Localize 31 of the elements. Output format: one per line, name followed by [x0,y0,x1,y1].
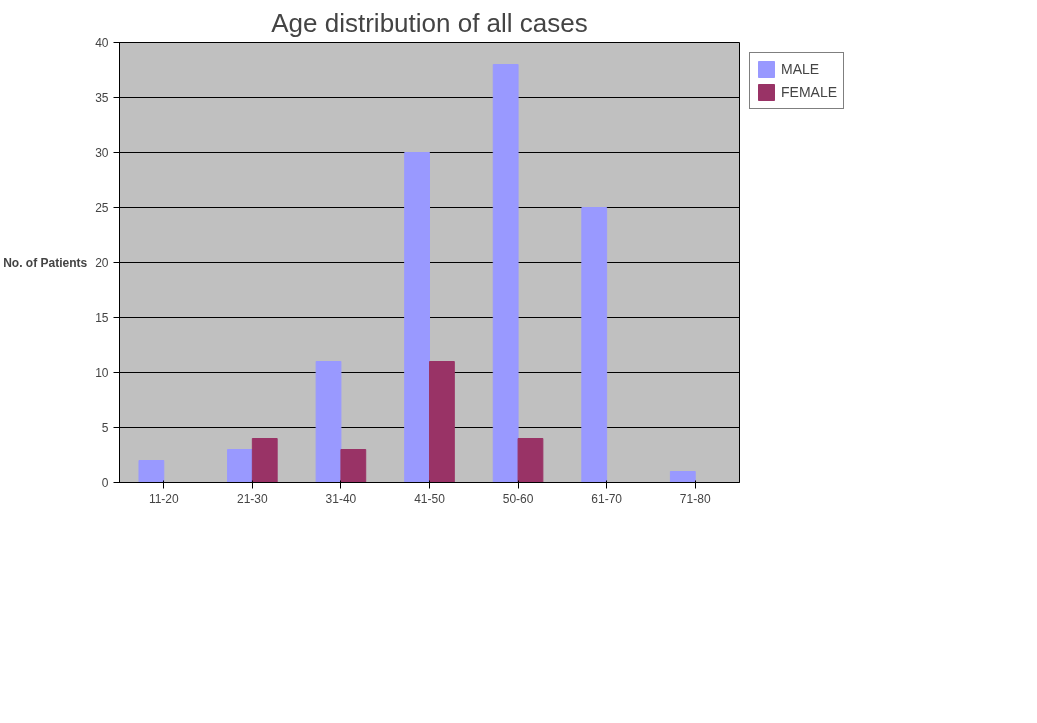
y-tick-label: 15 [95,311,109,325]
legend-label: MALE [781,61,820,77]
bar [517,438,544,483]
x-tick-label: 21-30 [237,491,269,506]
x-tick-label: 11-20 [148,491,180,506]
y-tick-label: 10 [95,366,109,380]
y-tick-label: 25 [95,201,109,215]
bar [581,207,608,483]
y-tick-label: 40 [95,36,109,50]
legend-label: FEMALE [781,84,838,100]
chart-title: Age distribution of all cases [271,7,588,38]
bar [315,361,342,483]
y-axis-title: No. of Patients [3,255,88,270]
x-tick-label: 61-70 [591,491,623,506]
y-tick-label: 20 [95,256,109,270]
y-tick-label: 0 [101,476,109,490]
bar [429,361,455,483]
y-tick-label: 30 [95,146,109,160]
bar [340,449,367,483]
bar [492,64,519,483]
bar [138,460,165,483]
bar [404,152,430,483]
x-tick-label: 41-50 [414,491,446,506]
bar [227,449,253,483]
y-tick-label: 5 [101,421,109,435]
bar [251,438,278,483]
x-tick-label: 31-40 [325,491,357,506]
x-tick-label: 50-60 [502,491,534,506]
y-tick-label: 35 [95,91,109,105]
x-tick-label: 71-80 [679,491,711,506]
bar [669,471,696,483]
